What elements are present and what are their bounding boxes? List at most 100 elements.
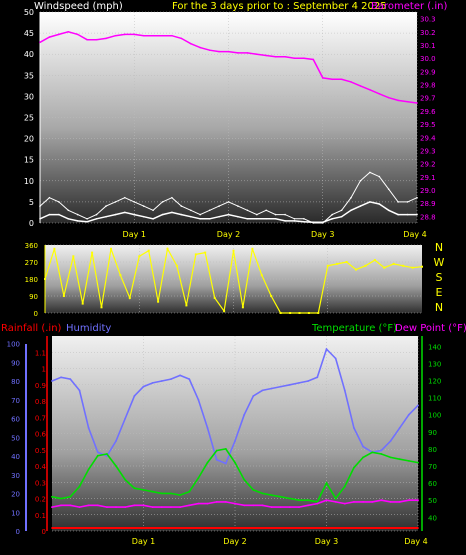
data-point-rainfall [224, 527, 227, 529]
data-point-windspeed [322, 221, 324, 223]
data-point-windspeed [406, 213, 409, 216]
data-point-humidity [407, 413, 410, 416]
data-point-dew-point [188, 504, 191, 507]
temp-tick-label: 50 [428, 497, 437, 505]
wind-grid [40, 11, 418, 224]
data-point-temperature [353, 466, 355, 469]
day-tick-label: Day 3 [315, 537, 338, 546]
data-point-gust [255, 213, 258, 216]
data-point-temperature [78, 485, 81, 488]
data-point-barometer [227, 50, 230, 53]
data-point-gust [48, 196, 51, 199]
data-point-rainfall [133, 527, 136, 529]
data-point-dew-point [279, 506, 282, 508]
temp-tick-label: 130 [428, 360, 441, 368]
data-point-temperature [197, 477, 200, 479]
data-point-temperature [160, 492, 163, 495]
data-point-windspeed [359, 205, 362, 207]
data-point-gust [331, 213, 334, 216]
data-point-dew-point [334, 501, 337, 503]
data-point-windspeed [114, 213, 117, 216]
data-point-barometer [58, 33, 60, 36]
winddir-tick-label: 90 [29, 293, 38, 301]
humidity-tick-label: 90 [11, 359, 20, 367]
data-point-gust [227, 201, 230, 203]
data-point-barometer [39, 41, 41, 44]
data-point-dew-point [115, 506, 117, 508]
baro-tick-label: 29.0 [420, 187, 436, 195]
baro-tick-label: 30.3 [420, 16, 436, 24]
data-point-temperature [151, 490, 154, 493]
data-point-rainfall [398, 527, 401, 529]
data-point-barometer [114, 34, 117, 37]
data-point-temperature [279, 495, 282, 498]
data-point-humidity [398, 427, 401, 429]
data-point-rainfall [261, 527, 264, 529]
data-point-dew-point [353, 501, 355, 503]
data-point-direction [175, 264, 178, 267]
data-point-direction [166, 247, 169, 250]
data-point-humidity [417, 404, 419, 407]
data-point-humidity [96, 451, 99, 454]
wind-tick-label: 40 [24, 50, 34, 59]
data-point-rainfall [353, 527, 355, 529]
data-point-windspeed [67, 218, 70, 220]
rain-tick-label: 0.1 [35, 512, 46, 520]
data-point-windspeed [237, 215, 239, 218]
data-point-rainfall [289, 527, 291, 529]
data-point-dew-point [197, 502, 200, 505]
data-point-windspeed [86, 220, 88, 223]
wind-tick-label: 35 [24, 71, 34, 80]
baro-tick-label: 28.9 [420, 200, 436, 208]
baro-tick-label: 29.2 [420, 161, 436, 169]
winddir-tick-label: 360 [25, 242, 38, 250]
wind-tick-label: 10 [24, 177, 34, 186]
data-point-direction [213, 296, 216, 299]
data-point-temperature [243, 478, 246, 481]
data-point-windspeed [255, 218, 258, 220]
data-point-barometer [303, 57, 305, 59]
data-point-humidity [353, 427, 355, 429]
data-point-barometer [322, 77, 324, 79]
data-point-temperature [380, 453, 383, 455]
data-point-rainfall [87, 527, 90, 529]
data-point-gust [190, 209, 192, 212]
data-point-windspeed [208, 218, 211, 220]
data-point-humidity [252, 395, 255, 397]
data-point-rainfall [106, 527, 108, 529]
data-point-rainfall [160, 527, 163, 529]
data-point-barometer [312, 58, 315, 61]
data-point-windspeed [142, 215, 145, 218]
data-point-direction [307, 312, 310, 314]
day-tick-label: Day 4 [403, 230, 426, 239]
climate-series [51, 347, 419, 529]
wind-axis-title: Windspeed (mph) [34, 1, 123, 12]
data-point-gust [86, 218, 88, 220]
data-point-temperature [325, 482, 328, 484]
data-point-barometer [331, 78, 334, 81]
data-point-windspeed [190, 215, 192, 218]
data-point-temperature [51, 495, 53, 498]
data-point-barometer [76, 33, 79, 36]
data-point-humidity [307, 380, 310, 382]
data-point-dew-point [170, 506, 172, 508]
data-point-dew-point [362, 501, 364, 503]
data-point-rainfall [215, 527, 218, 529]
baro-tick-label: 28.8 [420, 213, 436, 221]
rain-tick-label: 0.6 [35, 431, 47, 439]
data-point-direction [138, 255, 141, 258]
baro-tick-label: 30.0 [420, 55, 436, 63]
data-point-rainfall [380, 527, 383, 529]
data-point-direction [345, 261, 348, 263]
climate-grid [52, 336, 419, 532]
data-point-dew-point [398, 501, 401, 503]
data-point-direction [383, 266, 386, 269]
data-point-barometer [369, 89, 371, 91]
data-point-temperature [142, 489, 145, 491]
temp-tick-label: 140 [428, 343, 441, 351]
data-point-temperature [206, 461, 209, 464]
data-point-gust [58, 201, 60, 203]
data-point-dew-point [78, 506, 81, 508]
data-point-barometer [340, 78, 343, 81]
data-point-gust [180, 205, 183, 207]
